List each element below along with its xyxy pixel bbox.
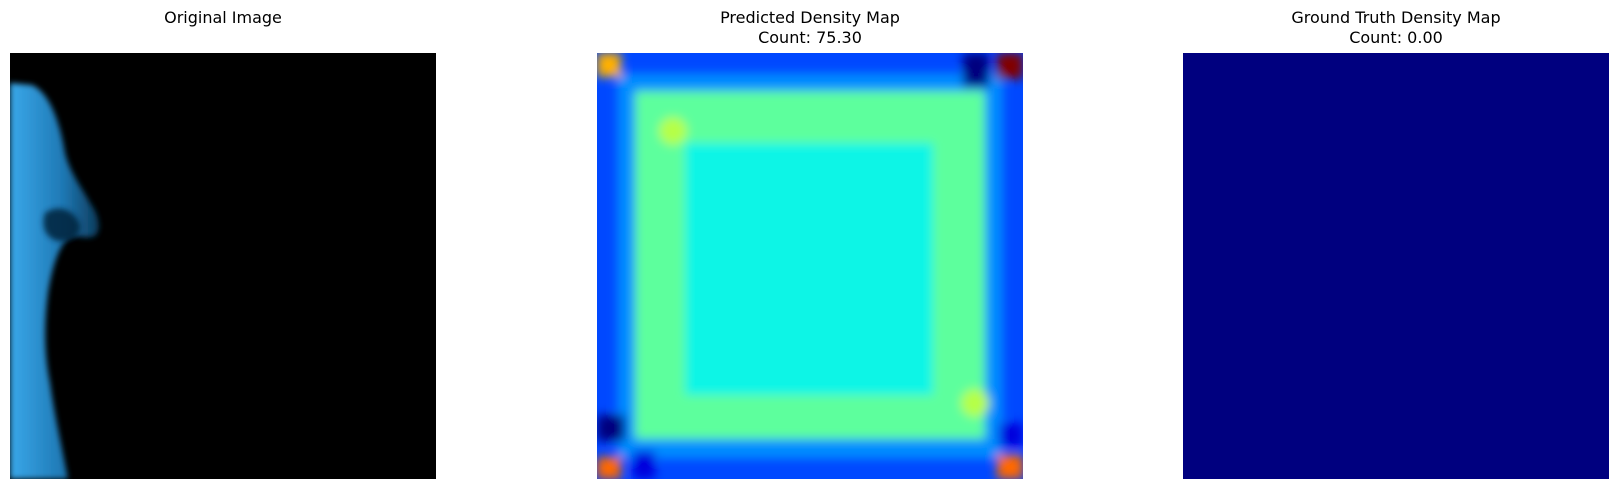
- count-label: Count: 0.00: [1349, 28, 1443, 47]
- original-image: [10, 53, 436, 479]
- panel-title: Predicted Density Map: [720, 8, 900, 27]
- original-image-graphic: [10, 53, 436, 479]
- panel-title: Original Image: [164, 8, 282, 27]
- ground-truth-density-map: [1183, 53, 1609, 479]
- predicted-density-heatmap: [597, 53, 1023, 479]
- count-label: Count: 75.30: [758, 28, 862, 47]
- original-image-title: Original Image: [0, 8, 496, 28]
- ground-truth-heatmap: [1183, 53, 1609, 479]
- ground-truth-density-title: Ground Truth Density Map Count: 0.00: [1123, 8, 1620, 48]
- panel-title: Ground Truth Density Map: [1291, 8, 1501, 27]
- predicted-density-map: [597, 53, 1023, 479]
- predicted-density-title: Predicted Density Map Count: 75.30: [537, 8, 1083, 48]
